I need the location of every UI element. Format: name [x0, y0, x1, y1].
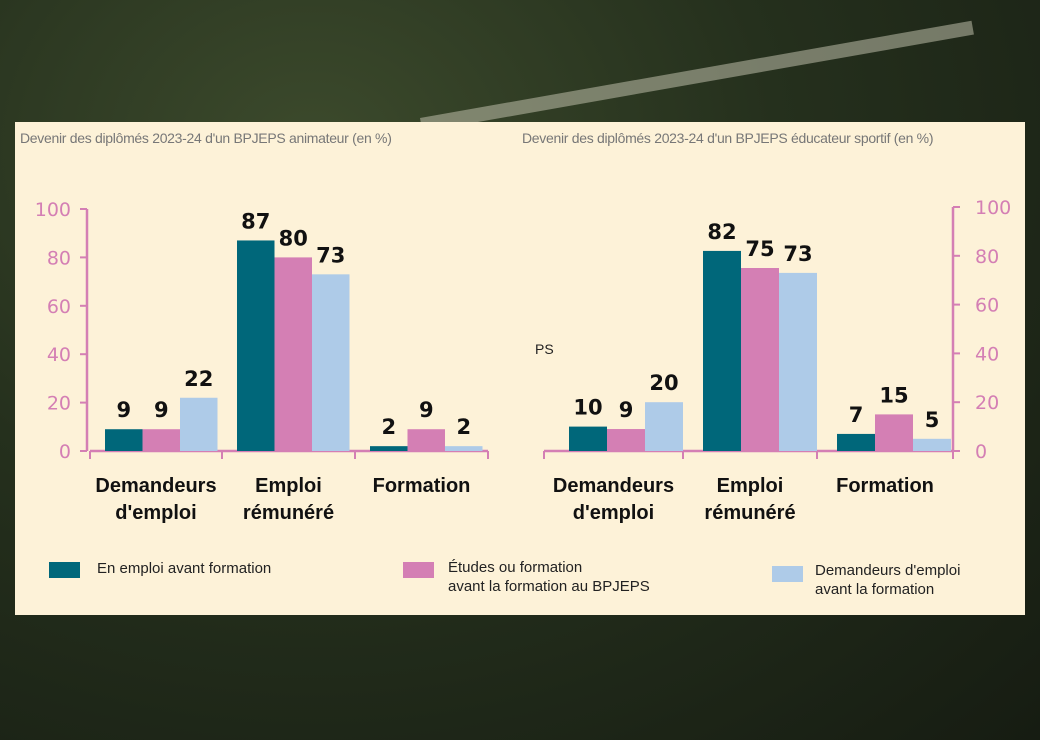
data-label: 2 — [381, 415, 396, 439]
legend-label: En emploi avant formation — [97, 560, 272, 577]
legend-label: avant la formation — [815, 581, 935, 598]
chart-panel: Devenir des diplômés 2023-24 d'un BPJEPS… — [15, 122, 1025, 615]
bar — [370, 446, 408, 451]
data-label: 9 — [154, 398, 169, 422]
bar — [237, 240, 275, 451]
bar — [180, 397, 218, 451]
data-label: 7 — [849, 403, 864, 427]
bar — [779, 272, 817, 451]
legend-item-2: Demandeurs d'emploi avant la formation — [815, 561, 960, 599]
chart-title-right: Devenir des diplômés 2023-24 d'un BPJEPS… — [522, 130, 934, 146]
y-tick-label: 100 — [35, 199, 71, 221]
data-label: 10 — [573, 396, 602, 420]
category-label: Formation — [373, 475, 471, 497]
category-label: rémunéré — [704, 502, 795, 524]
bar — [645, 402, 683, 451]
bar — [407, 429, 445, 451]
stray-text: PS — [535, 341, 554, 357]
y-tick-label: 60 — [975, 295, 999, 317]
y-tick-label: 20 — [47, 393, 71, 415]
legend-swatch-pink — [403, 562, 434, 578]
legend-label: Demandeurs d'emploi — [815, 562, 961, 579]
y-tick-label: 100 — [975, 197, 1011, 219]
bar — [741, 268, 779, 451]
bar — [445, 446, 483, 451]
y-tick-label: 0 — [59, 441, 71, 463]
bar — [142, 429, 180, 451]
category-label: Emploi — [255, 475, 322, 497]
bar — [837, 433, 875, 451]
bar — [274, 257, 312, 451]
legend-swatch-lightblue — [772, 566, 803, 582]
bar — [312, 274, 350, 451]
bar — [875, 414, 913, 451]
category-label: Demandeurs — [553, 475, 674, 497]
data-label: 5 — [925, 408, 940, 432]
data-label: 9 — [116, 398, 131, 422]
data-label: 87 — [241, 209, 270, 233]
bar — [913, 438, 951, 451]
bar — [607, 429, 645, 451]
category-label: rémunéré — [243, 502, 334, 524]
legend-label: Études ou formation — [448, 559, 583, 576]
charts-svg: 0204060801009872980922732Demandeursd'emp… — [35, 197, 1012, 524]
bar — [703, 250, 741, 451]
data-label: 80 — [279, 226, 308, 250]
data-label: 73 — [316, 243, 345, 267]
legend-item-1: Études ou formation avant la formation au… — [448, 558, 650, 596]
data-label: 15 — [879, 383, 908, 407]
legend-item-0: En emploi avant formation — [97, 559, 271, 578]
y-tick-label: 40 — [47, 344, 71, 366]
bar — [569, 426, 607, 451]
data-label: 9 — [619, 398, 634, 422]
bar — [105, 429, 143, 451]
y-tick-label: 20 — [975, 392, 999, 414]
y-tick-label: 40 — [975, 343, 999, 365]
legend-label: avant la formation au BPJEPS — [448, 578, 650, 595]
field-line — [420, 20, 974, 132]
legend-swatch-teal — [49, 562, 80, 578]
data-label: 22 — [184, 367, 213, 391]
category-label: Emploi — [717, 475, 784, 497]
category-label: Demandeurs — [95, 475, 216, 497]
data-label: 2 — [456, 415, 471, 439]
category-label: d'emploi — [115, 502, 196, 524]
data-label: 75 — [745, 237, 774, 261]
y-tick-label: 0 — [975, 441, 987, 463]
data-label: 82 — [707, 220, 736, 244]
data-label: 73 — [783, 242, 812, 266]
category-label: d'emploi — [573, 502, 654, 524]
data-label: 20 — [649, 371, 678, 395]
y-tick-label: 80 — [975, 246, 999, 268]
y-tick-label: 60 — [47, 296, 71, 318]
data-label: 9 — [419, 398, 434, 422]
chart-title-left: Devenir des diplômés 2023-24 d'un BPJEPS… — [20, 130, 392, 146]
y-tick-label: 80 — [47, 247, 71, 269]
category-label: Formation — [836, 475, 934, 497]
